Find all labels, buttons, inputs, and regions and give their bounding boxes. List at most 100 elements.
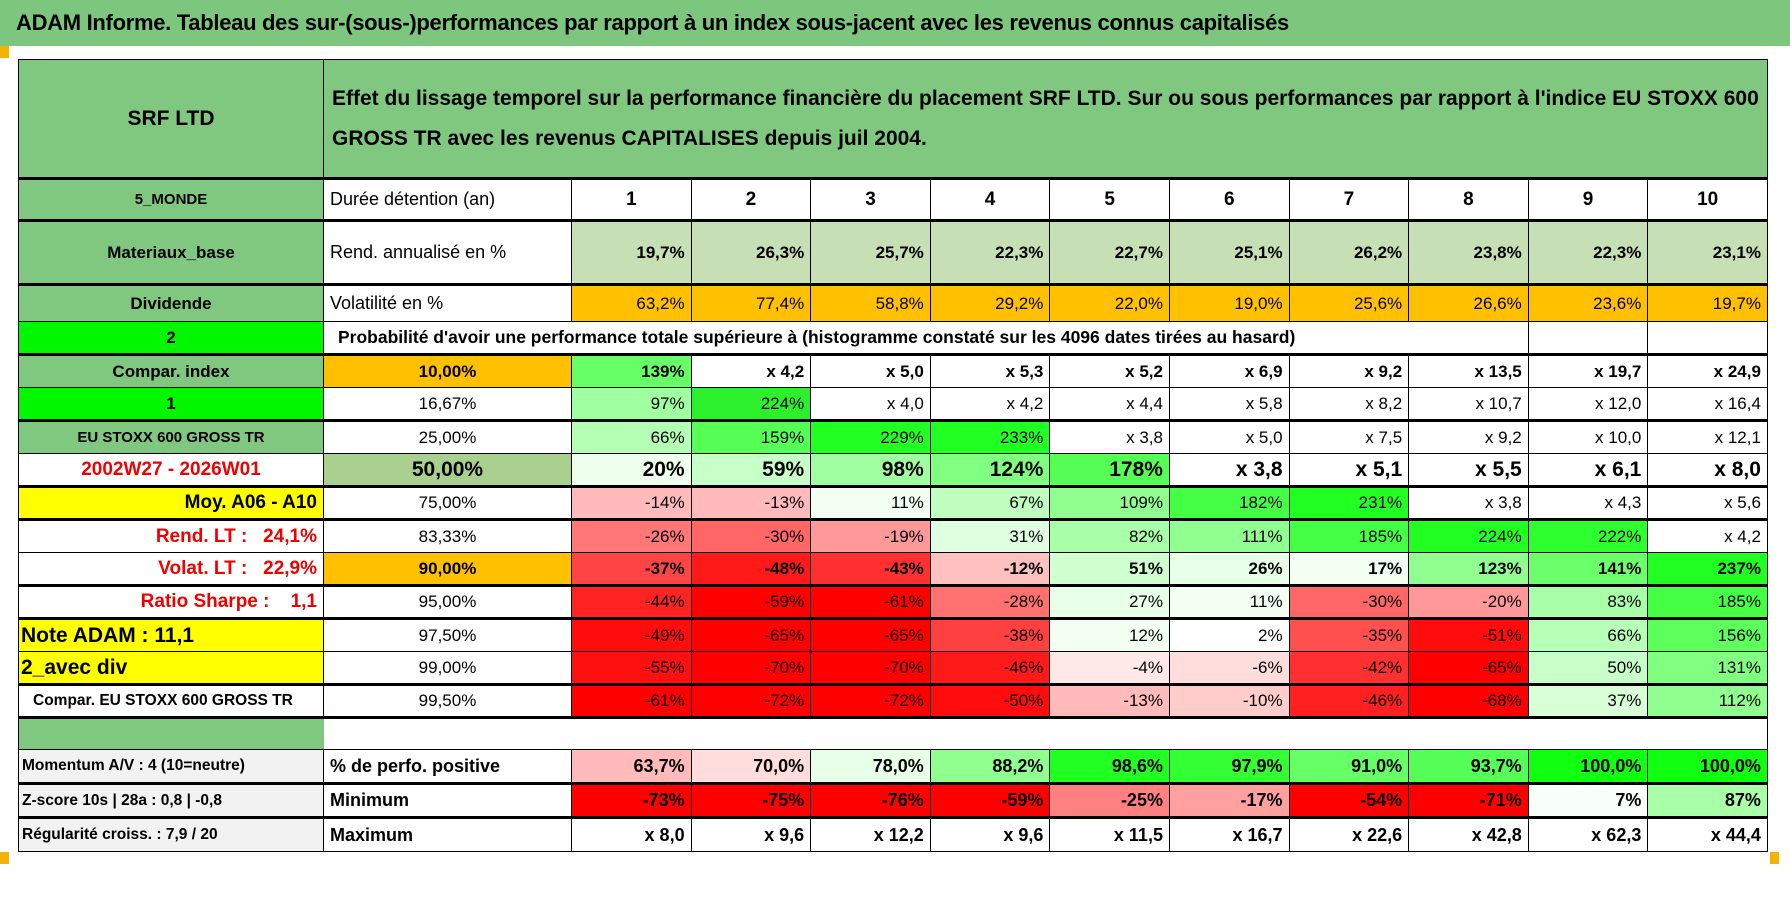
statistic-value[interactable]: 98,6% <box>1049 749 1170 785</box>
performance-cell[interactable]: 131% <box>1647 651 1768 686</box>
volatility-value[interactable]: 23,6% <box>1527 284 1649 322</box>
performance-cell[interactable]: 182% <box>1168 486 1290 521</box>
performance-cell[interactable]: x 4,2 <box>690 354 812 388</box>
performance-cell[interactable]: x 9,2 <box>1408 420 1529 454</box>
performance-cell[interactable]: 159% <box>690 420 812 454</box>
performance-cell[interactable]: 109% <box>1049 486 1170 521</box>
performance-cell[interactable]: x 19,7 <box>1527 354 1649 388</box>
performance-cell[interactable]: 185% <box>1288 519 1410 553</box>
performance-cell[interactable]: -10% <box>1168 684 1290 719</box>
year-header[interactable]: 4 <box>929 178 1051 222</box>
performance-cell[interactable]: -70% <box>690 651 812 686</box>
performance-cell[interactable]: 66% <box>1527 618 1649 652</box>
performance-cell[interactable]: 233% <box>929 420 1051 454</box>
performance-cell[interactable]: x 5,5 <box>1408 453 1529 488</box>
performance-cell[interactable]: -59% <box>690 585 812 620</box>
performance-cell[interactable]: -44% <box>571 585 692 620</box>
performance-cell[interactable]: x 4,4 <box>1049 387 1170 422</box>
performance-cell[interactable]: -19% <box>810 519 931 553</box>
volatility-value[interactable]: 19,7% <box>1647 284 1768 322</box>
statistic-value[interactable]: -59% <box>929 783 1051 819</box>
performance-cell[interactable]: x 8,2 <box>1288 387 1410 422</box>
statistic-value[interactable]: 100,0% <box>1527 749 1649 785</box>
performance-cell[interactable]: 67% <box>929 486 1051 521</box>
performance-cell[interactable]: -13% <box>690 486 812 521</box>
performance-cell[interactable]: -13% <box>1049 684 1170 719</box>
performance-cell[interactable]: -61% <box>571 684 692 719</box>
performance-cell[interactable]: -68% <box>1408 684 1529 719</box>
performance-cell[interactable]: x 10,0 <box>1527 420 1649 454</box>
volatility-value[interactable]: 58,8% <box>810 284 931 322</box>
performance-cell[interactable]: x 3,8 <box>1408 486 1529 521</box>
performance-cell[interactable]: 141% <box>1527 552 1649 587</box>
performance-cell[interactable]: 50% <box>1527 651 1649 686</box>
performance-cell[interactable]: -72% <box>690 684 812 719</box>
statistic-value[interactable]: 100,0% <box>1647 749 1768 785</box>
performance-cell[interactable]: x 5,0 <box>1168 420 1290 454</box>
performance-cell[interactable]: x 7,5 <box>1288 420 1410 454</box>
performance-cell[interactable]: -50% <box>929 684 1051 719</box>
year-header[interactable]: 10 <box>1647 178 1768 222</box>
performance-cell[interactable]: 31% <box>929 519 1051 553</box>
statistic-value[interactable]: -25% <box>1049 783 1170 819</box>
performance-cell[interactable]: 59% <box>690 453 812 488</box>
performance-cell[interactable]: -6% <box>1168 651 1290 686</box>
performance-cell[interactable]: -35% <box>1288 618 1410 652</box>
performance-cell[interactable]: x 12,1 <box>1647 420 1768 454</box>
statistic-value[interactable]: x 9,6 <box>690 817 812 852</box>
performance-cell[interactable]: -43% <box>810 552 931 587</box>
return-value[interactable]: 22,3% <box>929 220 1051 286</box>
performance-cell[interactable]: 97% <box>571 387 692 422</box>
statistic-value[interactable]: -54% <box>1288 783 1410 819</box>
year-header[interactable]: 8 <box>1408 178 1529 222</box>
statistic-value[interactable]: x 44,4 <box>1647 817 1768 852</box>
performance-cell[interactable]: 2% <box>1168 618 1290 652</box>
performance-cell[interactable]: x 16,4 <box>1647 387 1768 422</box>
performance-cell[interactable]: 237% <box>1647 552 1768 587</box>
performance-cell[interactable]: -72% <box>810 684 931 719</box>
performance-cell[interactable]: 178% <box>1049 453 1170 488</box>
performance-cell[interactable]: 37% <box>1527 684 1649 719</box>
year-header[interactable]: 9 <box>1527 178 1649 222</box>
performance-cell[interactable]: -42% <box>1288 651 1410 686</box>
performance-cell[interactable]: x 4,0 <box>810 387 931 422</box>
performance-cell[interactable]: x 4,2 <box>929 387 1051 422</box>
volatility-value[interactable]: 19,0% <box>1168 284 1290 322</box>
performance-cell[interactable]: -30% <box>1288 585 1410 620</box>
statistic-value[interactable]: -75% <box>690 783 812 819</box>
statistic-value[interactable]: x 11,5 <box>1049 817 1170 852</box>
statistic-value[interactable]: x 12,2 <box>810 817 931 852</box>
performance-cell[interactable]: -30% <box>690 519 812 553</box>
performance-cell[interactable]: 185% <box>1647 585 1768 620</box>
performance-cell[interactable]: -46% <box>1288 684 1410 719</box>
performance-cell[interactable]: -26% <box>571 519 692 553</box>
performance-cell[interactable]: 224% <box>1408 519 1529 553</box>
statistic-value[interactable]: 70,0% <box>690 749 812 785</box>
statistic-value[interactable]: x 16,7 <box>1168 817 1290 852</box>
performance-cell[interactable]: x 9,2 <box>1288 354 1410 388</box>
return-value[interactable]: 22,3% <box>1527 220 1649 286</box>
performance-cell[interactable]: 51% <box>1049 552 1170 587</box>
statistic-value[interactable]: -17% <box>1168 783 1290 819</box>
statistic-value[interactable]: 63,7% <box>571 749 692 785</box>
statistic-value[interactable]: -76% <box>810 783 931 819</box>
performance-cell[interactable]: 12% <box>1049 618 1170 652</box>
performance-cell[interactable]: 82% <box>1049 519 1170 553</box>
performance-cell[interactable]: x 5,0 <box>810 354 931 388</box>
performance-cell[interactable]: 27% <box>1049 585 1170 620</box>
performance-cell[interactable]: -55% <box>571 651 692 686</box>
performance-cell[interactable]: x 6,1 <box>1527 453 1649 488</box>
statistic-value[interactable]: x 42,8 <box>1408 817 1529 852</box>
performance-cell[interactable]: x 3,8 <box>1168 453 1290 488</box>
side-info-cell[interactable]: 1 <box>18 387 324 422</box>
performance-cell[interactable]: 124% <box>929 453 1051 488</box>
year-header[interactable]: 7 <box>1288 178 1410 222</box>
return-value[interactable]: 26,2% <box>1288 220 1410 286</box>
performance-cell[interactable]: 11% <box>1168 585 1290 620</box>
performance-cell[interactable]: 229% <box>810 420 931 454</box>
performance-cell[interactable]: x 8,0 <box>1647 453 1768 488</box>
return-value[interactable]: 23,8% <box>1408 220 1529 286</box>
performance-cell[interactable]: x 5,2 <box>1049 354 1170 388</box>
statistic-value[interactable]: 87% <box>1647 783 1768 819</box>
volatility-value[interactable]: 63,2% <box>571 284 692 322</box>
